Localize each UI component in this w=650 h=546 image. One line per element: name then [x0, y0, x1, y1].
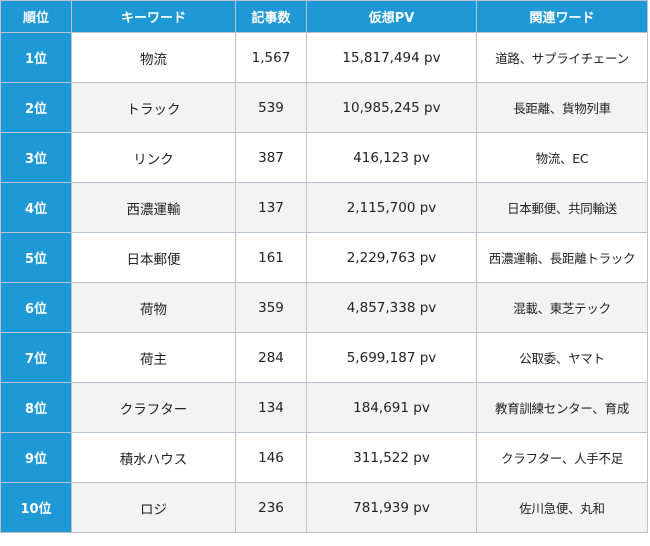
pv-cell: 5,699,187 pv — [306, 332, 477, 383]
related-cell: 西濃運輸、長距離トラック — [476, 232, 648, 283]
articles-cell: 359 — [235, 282, 307, 333]
table-row: 7位 荷主 284 5,699,187 pv 公取委、ヤマト — [0, 332, 648, 383]
articles-cell: 134 — [235, 382, 307, 433]
table-row: 9位 積水ハウス 146 311,522 pv クラフター、人手不足 — [0, 432, 648, 483]
rank-cell: 4位 — [0, 182, 72, 233]
related-cell: 佐川急便、丸和 — [476, 482, 648, 533]
rank-cell: 3位 — [0, 132, 72, 183]
related-cell: 公取委、ヤマト — [476, 332, 648, 383]
articles-cell: 161 — [235, 232, 307, 283]
keyword-cell: リンク — [71, 132, 236, 183]
pv-cell: 4,857,338 pv — [306, 282, 477, 333]
table-row: 2位 トラック 539 10,985,245 pv 長距離、貨物列車 — [0, 82, 648, 133]
table-row: 1位 物流 1,567 15,817,494 pv 道路、サプライチェーン — [0, 32, 648, 83]
rank-cell: 10位 — [0, 482, 72, 533]
related-cell: 長距離、貨物列車 — [476, 82, 648, 133]
rank-cell: 6位 — [0, 282, 72, 333]
pv-cell: 781,939 pv — [306, 482, 477, 533]
rank-cell: 8位 — [0, 382, 72, 433]
keyword-cell: 物流 — [71, 32, 236, 83]
header-row: 順位 キーワード 記事数 仮想PV 関連ワード — [0, 0, 648, 33]
rank-cell: 2位 — [0, 82, 72, 133]
keyword-ranking-table: 順位 キーワード 記事数 仮想PV 関連ワード 1位 物流 1,567 15,8… — [0, 0, 648, 533]
articles-cell: 1,567 — [235, 32, 307, 83]
table-header: 順位 キーワード 記事数 仮想PV 関連ワード — [0, 0, 648, 33]
articles-cell: 387 — [235, 132, 307, 183]
keyword-cell: 西濃運輸 — [71, 182, 236, 233]
pv-cell: 416,123 pv — [306, 132, 477, 183]
related-cell: 教育訓練センター、育成 — [476, 382, 648, 433]
pv-cell: 311,522 pv — [306, 432, 477, 483]
rank-cell: 7位 — [0, 332, 72, 383]
pv-cell: 2,115,700 pv — [306, 182, 477, 233]
articles-cell: 236 — [235, 482, 307, 533]
rank-cell: 1位 — [0, 32, 72, 83]
table-row: 3位 リンク 387 416,123 pv 物流、EC — [0, 132, 648, 183]
keyword-cell: トラック — [71, 82, 236, 133]
header-articles: 記事数 — [235, 0, 307, 33]
pv-cell: 15,817,494 pv — [306, 32, 477, 83]
related-cell: 物流、EC — [476, 132, 648, 183]
rank-cell: 9位 — [0, 432, 72, 483]
keyword-cell: 積水ハウス — [71, 432, 236, 483]
keyword-cell: 荷物 — [71, 282, 236, 333]
table-row: 6位 荷物 359 4,857,338 pv 混載、東芝テック — [0, 282, 648, 333]
articles-cell: 137 — [235, 182, 307, 233]
articles-cell: 284 — [235, 332, 307, 383]
related-cell: クラフター、人手不足 — [476, 432, 648, 483]
table-body: 1位 物流 1,567 15,817,494 pv 道路、サプライチェーン 2位… — [0, 32, 648, 533]
header-keyword: キーワード — [71, 0, 236, 33]
related-cell: 日本郵便、共同輸送 — [476, 182, 648, 233]
related-cell: 道路、サプライチェーン — [476, 32, 648, 83]
keyword-cell: クラフター — [71, 382, 236, 433]
table-row: 8位 クラフター 134 184,691 pv 教育訓練センター、育成 — [0, 382, 648, 433]
keyword-cell: 荷主 — [71, 332, 236, 383]
table-row: 10位 ロジ 236 781,939 pv 佐川急便、丸和 — [0, 482, 648, 533]
table-row: 4位 西濃運輸 137 2,115,700 pv 日本郵便、共同輸送 — [0, 182, 648, 233]
header-related-words: 関連ワード — [476, 0, 648, 33]
rank-cell: 5位 — [0, 232, 72, 283]
pv-cell: 184,691 pv — [306, 382, 477, 433]
keyword-cell: ロジ — [71, 482, 236, 533]
table-row: 5位 日本郵便 161 2,229,763 pv 西濃運輸、長距離トラック — [0, 232, 648, 283]
header-rank: 順位 — [0, 0, 72, 33]
pv-cell: 2,229,763 pv — [306, 232, 477, 283]
keyword-cell: 日本郵便 — [71, 232, 236, 283]
related-cell: 混載、東芝テック — [476, 282, 648, 333]
header-virtual-pv: 仮想PV — [306, 0, 477, 33]
pv-cell: 10,985,245 pv — [306, 82, 477, 133]
articles-cell: 146 — [235, 432, 307, 483]
articles-cell: 539 — [235, 82, 307, 133]
